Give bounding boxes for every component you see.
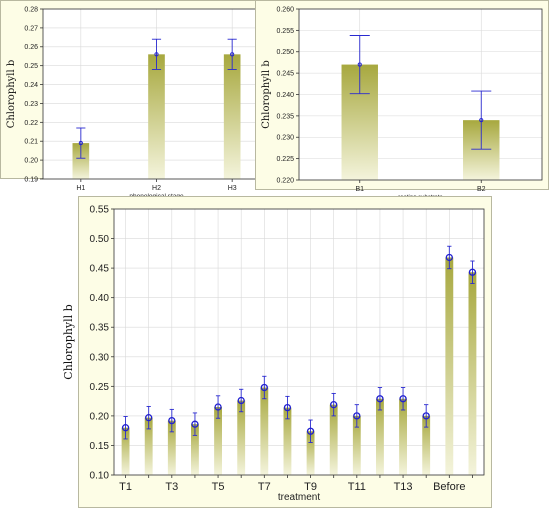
y-tick-label: 0.255 bbox=[276, 28, 294, 35]
x-tick-label: T7 bbox=[258, 481, 271, 493]
y-tick-label: 0.22 bbox=[24, 120, 38, 127]
bar-before bbox=[445, 257, 454, 475]
mean-point bbox=[330, 401, 338, 409]
x-tick-label: T1 bbox=[119, 481, 132, 493]
y-tick-label: 0.50 bbox=[90, 234, 110, 245]
mean-point bbox=[260, 383, 268, 392]
x-tick-label: H3 bbox=[228, 185, 237, 192]
mean-point bbox=[191, 420, 199, 428]
bar-t10 bbox=[329, 404, 338, 475]
y-tick-label: 0.235 bbox=[276, 113, 294, 120]
chart-panel-phenological-stage: 0.19 0.20 0.21 0.22 0.23 0.24 0.25 0.26 0.27 0.28… bbox=[0, 0, 277, 200]
y-tick-label: 0.21 bbox=[24, 139, 38, 146]
mean-point bbox=[283, 403, 292, 412]
bar-t9 bbox=[306, 431, 315, 475]
y-tick-label: 0.220 bbox=[276, 177, 294, 184]
y-tick-label: 0.28 bbox=[24, 6, 38, 13]
chart-panel-rooting-substrate: 0.220 0.225 0.230 0.235 0.240 0.245 0.250 0.255… bbox=[255, 0, 549, 201]
y-tick-label: 0.10 bbox=[90, 471, 110, 482]
mean-point bbox=[230, 52, 235, 57]
y-tick-label: 0.20 bbox=[90, 411, 110, 422]
bar-h3 bbox=[223, 54, 241, 180]
chart-rooting-substrate: 0.220 0.225 0.230 0.235 0.240 0.245 0.250 0.255… bbox=[261, 6, 543, 201]
mean-point bbox=[237, 396, 245, 405]
mean-point bbox=[353, 412, 361, 420]
y-tick-label: 0.35 bbox=[90, 323, 110, 334]
x-tick-label: T13 bbox=[394, 481, 413, 493]
bar-t11 bbox=[352, 415, 361, 475]
y-tick-label: 0.19 bbox=[24, 176, 38, 183]
bar-t1 bbox=[121, 427, 130, 475]
x-axis-title: treatment bbox=[278, 492, 320, 503]
y-tick-label: 0.225 bbox=[276, 156, 294, 163]
mean-point bbox=[479, 118, 484, 123]
y-tick-label: 0.230 bbox=[276, 135, 294, 142]
y-tick-label: 0.27 bbox=[24, 25, 38, 32]
bar-t2 bbox=[144, 417, 153, 475]
chart-phenological-stage: 0.19 0.20 0.21 0.22 0.23 0.24 0.25 0.26 0.27 0.28… bbox=[6, 6, 271, 200]
x-tick-label: Before bbox=[433, 481, 465, 493]
y-tick-label: 0.20 bbox=[24, 158, 38, 165]
y-tick-label: 0.240 bbox=[276, 92, 294, 99]
mean-point bbox=[306, 427, 315, 435]
y-tick-label: 0.25 bbox=[24, 63, 38, 70]
bar-h2 bbox=[148, 54, 165, 180]
bar-t8 bbox=[283, 407, 292, 475]
mean-point bbox=[214, 403, 222, 411]
bar-h1 bbox=[72, 143, 90, 179]
plot-frame bbox=[113, 208, 485, 476]
mean-point bbox=[357, 62, 362, 67]
mean-point bbox=[154, 52, 159, 57]
bar-before bbox=[468, 272, 477, 475]
mean-point bbox=[468, 268, 477, 276]
mean-point bbox=[168, 416, 176, 425]
mean-point bbox=[145, 414, 153, 422]
y-tick-label: 0.30 bbox=[90, 352, 110, 363]
y-tick-label: 0.55 bbox=[90, 205, 110, 216]
x-tick-label: T9 bbox=[304, 481, 317, 493]
x-tick-label: H1 bbox=[76, 185, 85, 192]
y-tick-label: 0.25 bbox=[90, 382, 110, 393]
chart-treatment: 0.10 0.15 0.20 0.25 0.30 0.35 0.40 0.45 0.50 0.55… bbox=[62, 205, 485, 503]
y-tick-label: 0.260 bbox=[276, 6, 294, 13]
y-axis-title: Chlorophyll b bbox=[6, 60, 17, 129]
mean-point bbox=[121, 424, 130, 432]
y-tick-label: 0.45 bbox=[90, 264, 110, 275]
chart-panel-treatment: 0.10 0.15 0.20 0.25 0.30 0.35 0.40 0.45 0.50 0.55… bbox=[62, 196, 492, 508]
bar-t4 bbox=[191, 424, 199, 475]
x-tick-label: T5 bbox=[212, 481, 225, 493]
bar-t12 bbox=[376, 398, 384, 475]
bar-t5 bbox=[214, 407, 222, 475]
bar-t14 bbox=[422, 415, 431, 475]
bar-t7 bbox=[260, 387, 269, 475]
mean-point bbox=[445, 253, 453, 262]
y-axis-title: Chlorophyll b bbox=[261, 60, 272, 129]
mean-point bbox=[78, 141, 83, 146]
y-tick-label: 0.23 bbox=[24, 101, 38, 108]
bar-t6 bbox=[237, 400, 246, 475]
x-tick-label: H2 bbox=[152, 185, 161, 192]
y-tick-label: 0.24 bbox=[24, 82, 38, 89]
bar-t3 bbox=[167, 420, 176, 475]
mean-point bbox=[422, 412, 430, 420]
x-tick-label: T3 bbox=[165, 481, 178, 493]
bar-t13 bbox=[399, 398, 407, 475]
y-axis-title: Chlorophyll b bbox=[62, 304, 75, 379]
mean-point bbox=[376, 395, 384, 403]
x-tick-label: B1 bbox=[355, 186, 364, 193]
y-tick-label: 0.26 bbox=[24, 44, 38, 51]
x-tick-label: T11 bbox=[348, 481, 366, 493]
y-tick-label: 0.250 bbox=[276, 49, 294, 56]
y-tick-label: 0.245 bbox=[276, 71, 294, 78]
y-tick-label: 0.15 bbox=[90, 441, 110, 452]
y-tick-label: 0.40 bbox=[90, 293, 110, 304]
plot-frame bbox=[298, 8, 543, 181]
mean-point bbox=[399, 395, 407, 403]
x-tick-label: B2 bbox=[477, 186, 486, 193]
